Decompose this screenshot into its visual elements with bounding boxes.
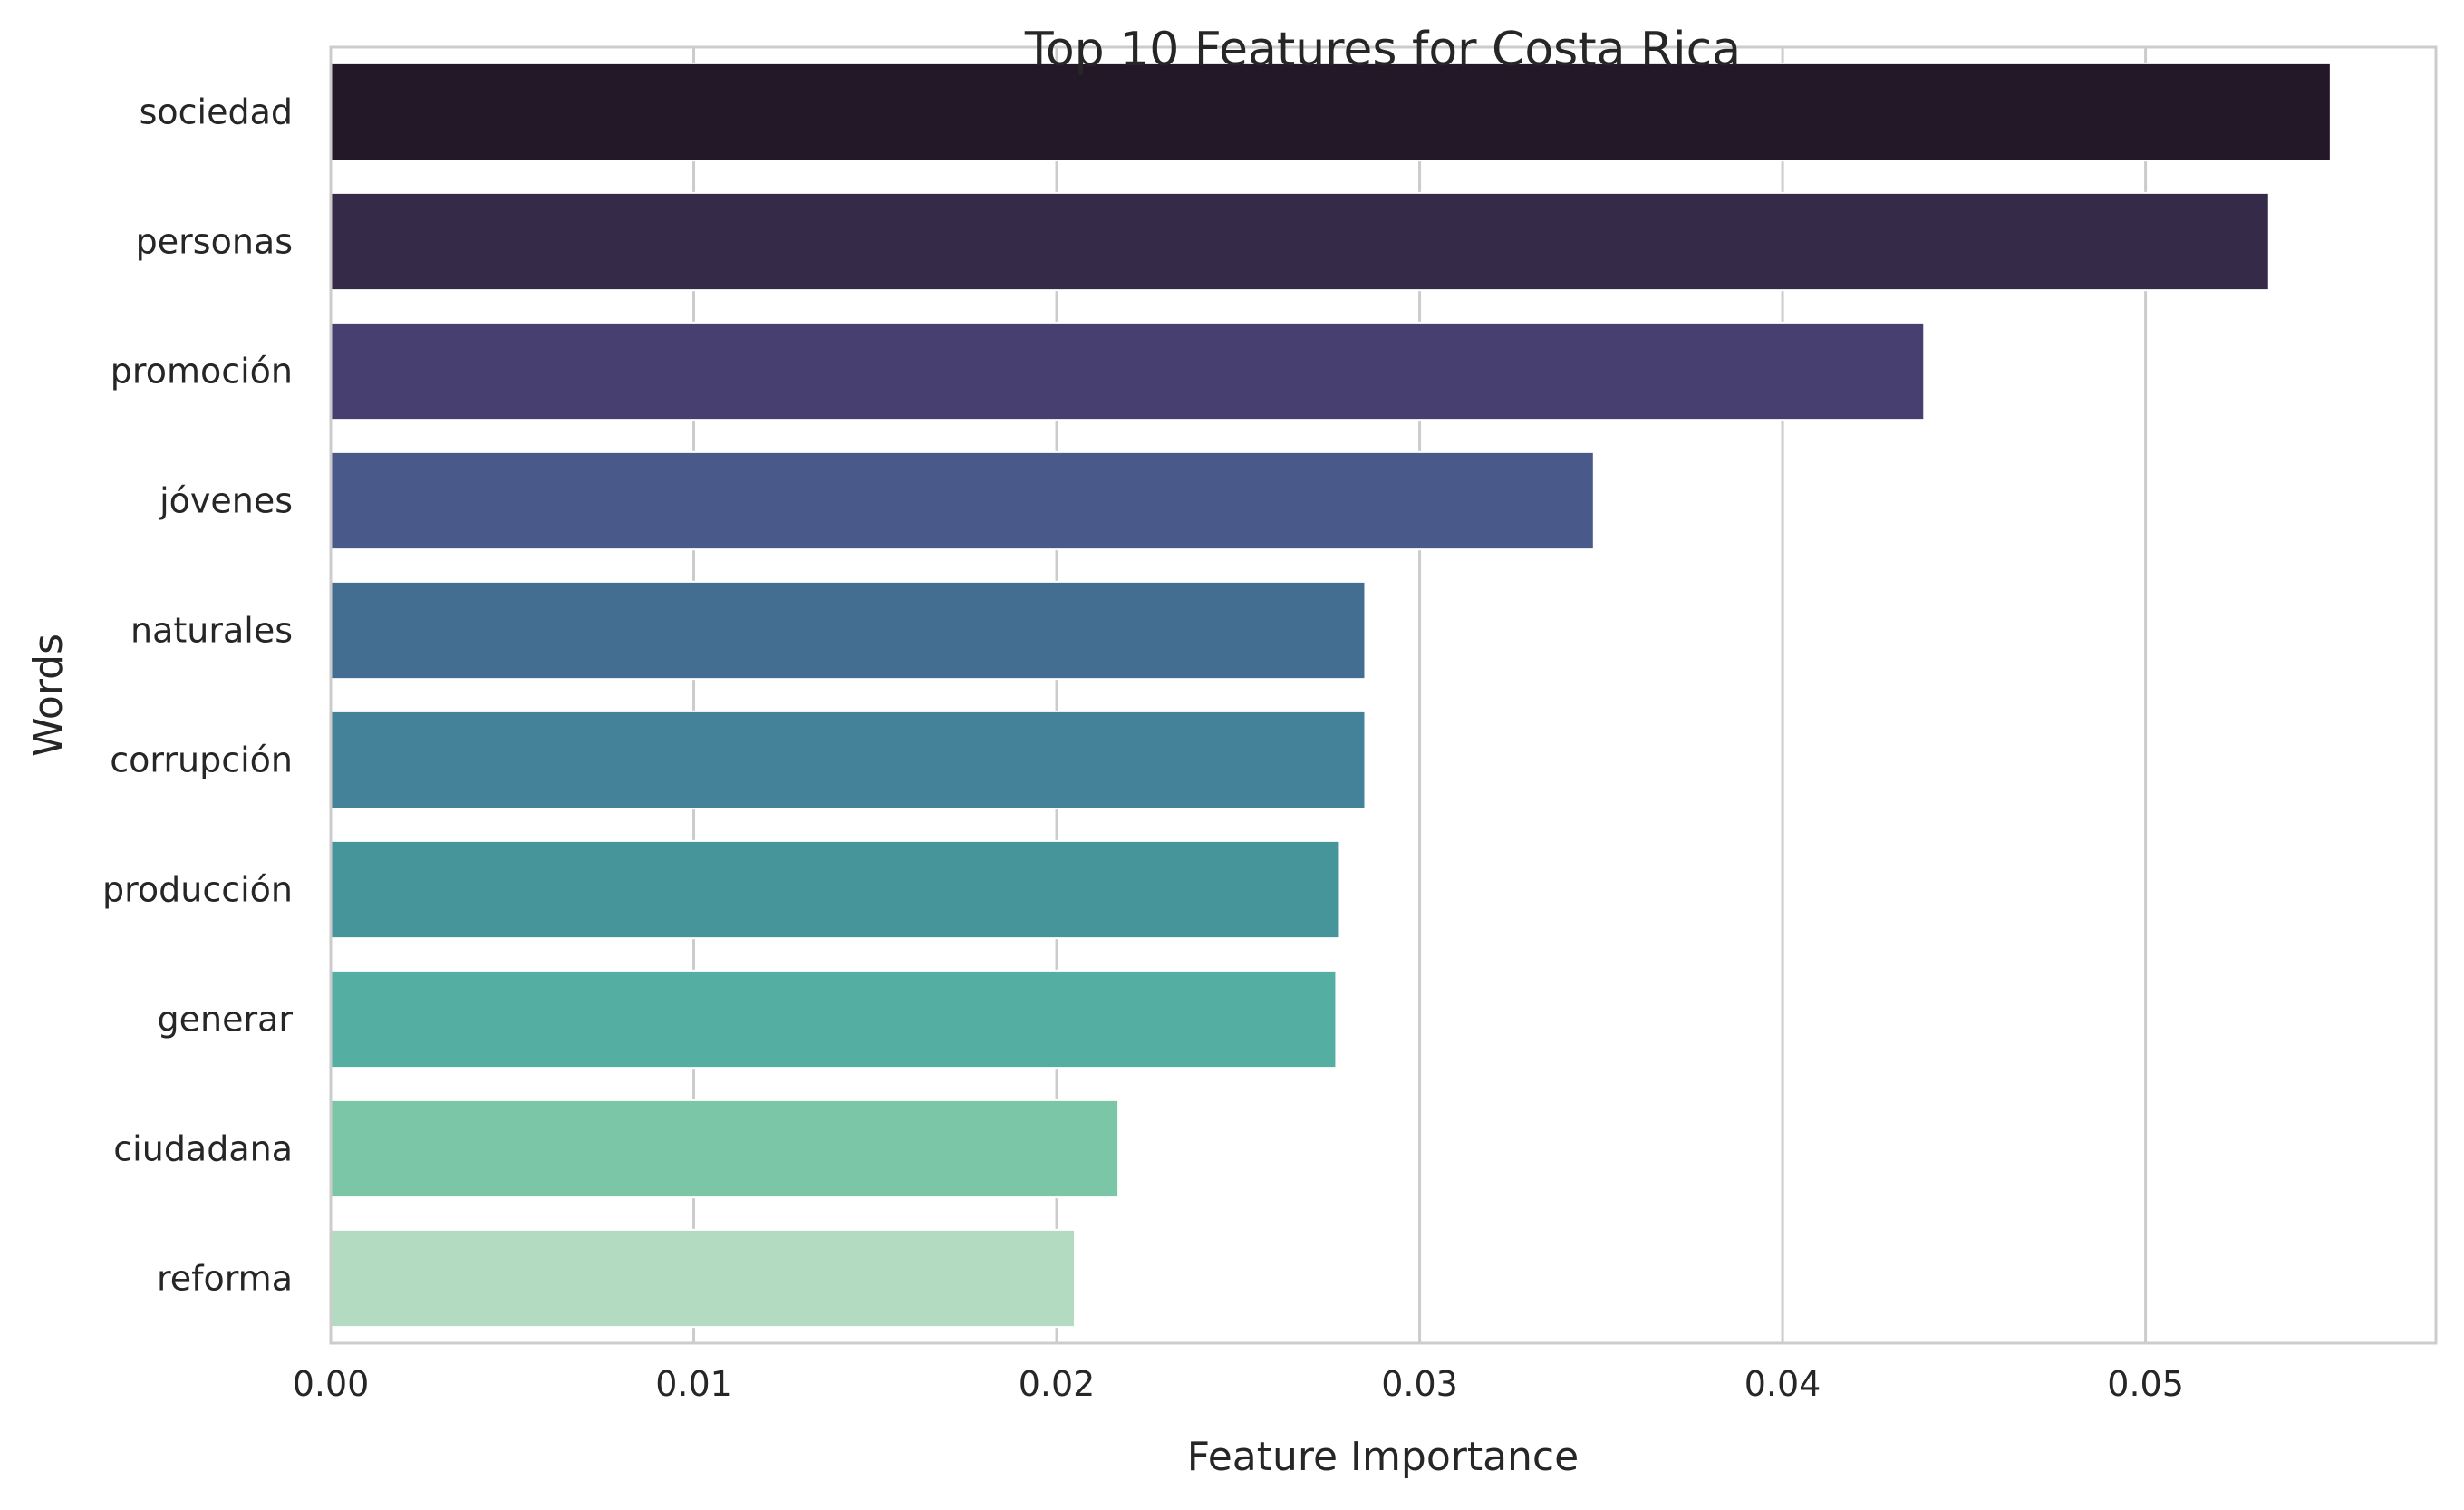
x-tick-label: 0.01 xyxy=(655,1364,732,1404)
bar-7 xyxy=(330,969,1338,1070)
y-tick-label: naturales xyxy=(130,611,293,651)
bar-2 xyxy=(330,321,1926,421)
bar-8 xyxy=(330,1099,1120,1199)
y-tick-label: generar xyxy=(158,1000,294,1040)
bars xyxy=(330,62,2332,1329)
y-tick-label: promoción xyxy=(111,352,293,392)
y-tick-label: sociedad xyxy=(140,92,293,132)
x-tick-label: 0.03 xyxy=(1381,1364,1458,1404)
y-tick-labels: sociedad personas promoción jóvenes naturale… xyxy=(102,92,293,1299)
bar-9 xyxy=(330,1228,1077,1329)
x-tick-labels: 0.00 0.01 0.02 0.03 0.04 0.05 xyxy=(293,1364,2184,1404)
bar-1 xyxy=(330,191,2270,292)
x-tick-label: 0.02 xyxy=(1019,1364,1096,1404)
plot-frame xyxy=(329,45,2438,1345)
y-axis-label: Words xyxy=(25,634,72,757)
y-tick-label: jóvenes xyxy=(159,481,293,521)
bar-3 xyxy=(330,450,1595,551)
x-tick-label: 0.00 xyxy=(293,1364,370,1404)
y-tick-label: producción xyxy=(102,870,293,910)
bar-4 xyxy=(330,580,1367,681)
bar-5 xyxy=(330,710,1367,810)
x-tick-label: 0.04 xyxy=(1744,1364,1821,1404)
y-tick-label: reforma xyxy=(157,1259,293,1299)
y-tick-label: ciudadana xyxy=(113,1129,293,1169)
bar-6 xyxy=(330,839,1341,940)
x-axis-label: Feature Importance xyxy=(1187,1434,1579,1480)
y-tick-label: corrupción xyxy=(110,740,293,780)
x-tick-label: 0.05 xyxy=(2107,1364,2184,1404)
bar-0 xyxy=(330,62,2332,162)
y-tick-label: personas xyxy=(136,222,293,262)
chart-title: Top 10 Features for Costa Rica xyxy=(1024,23,1741,77)
